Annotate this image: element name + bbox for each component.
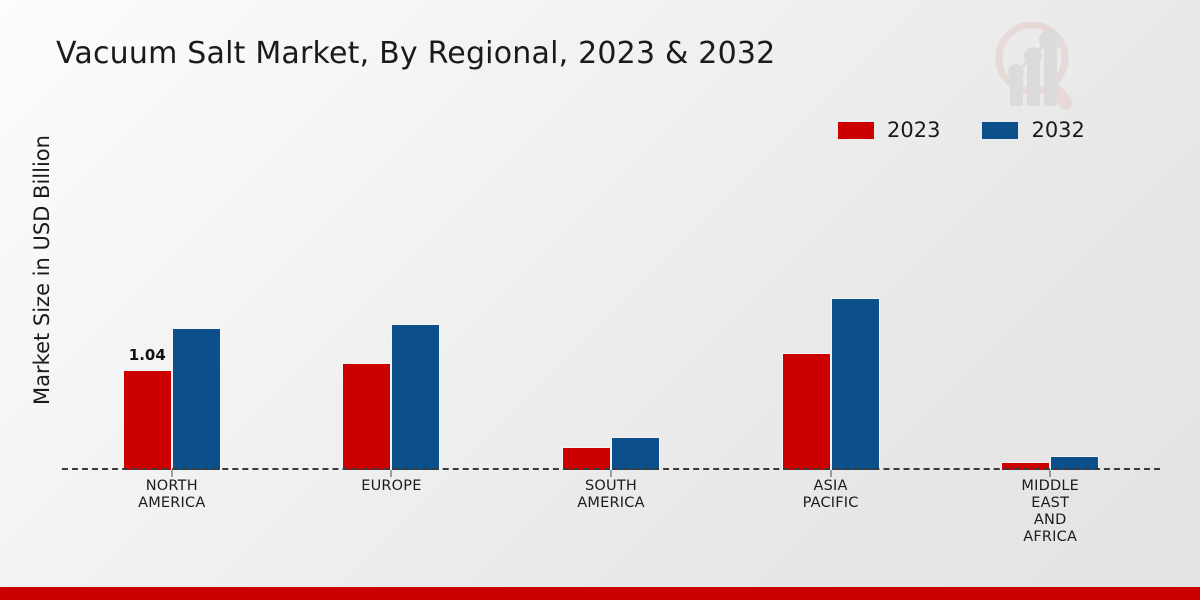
bar-2023[interactable] [342, 363, 392, 470]
chart-legend: 2023 2032 [838, 120, 1085, 141]
bar-2023[interactable] [1001, 462, 1051, 470]
category-label-line: EUROPE [361, 478, 422, 494]
axis-tick [171, 470, 173, 477]
bar-group [62, 150, 282, 477]
y-axis-title: Market Size in USD Billion [30, 135, 54, 405]
bar-2032[interactable] [1050, 456, 1100, 470]
legend-swatch-2023 [838, 122, 874, 139]
x-axis-category-label: MIDDLE EAST AND AFRICA [940, 478, 1160, 546]
bar-2023[interactable] [562, 447, 611, 470]
bar-group [501, 150, 721, 477]
axis-tick [610, 470, 612, 477]
bar-group [281, 150, 501, 477]
plot-area [62, 150, 1160, 477]
bar-2023[interactable] [122, 370, 172, 470]
legend-label-2023: 2023 [887, 118, 941, 142]
legend-swatch-2032 [982, 122, 1019, 139]
bar-2032[interactable] [611, 437, 660, 470]
axis-tick [1049, 470, 1051, 477]
bar-2032[interactable] [830, 298, 880, 470]
category-label-line: MIDDLE [1021, 478, 1079, 494]
legend-item-2032[interactable]: 2032 [982, 118, 1085, 142]
bar-group [940, 150, 1160, 477]
category-label-line: NORTH [145, 478, 198, 494]
category-label-line: EAST [1031, 495, 1070, 511]
x-axis-category-label: ASIA PACIFIC [721, 478, 941, 512]
bar-value-label: 1.04 [128, 346, 166, 364]
bar-group [721, 150, 941, 477]
x-axis-category-label: NORTH AMERICA [62, 478, 282, 512]
bar-2023[interactable] [781, 353, 831, 470]
category-label-line: AND [1033, 512, 1067, 528]
bar-2032[interactable] [391, 324, 441, 470]
x-axis-baseline [62, 468, 1160, 470]
legend-label-2032: 2032 [1031, 118, 1085, 142]
legend-item-2023[interactable]: 2023 [838, 120, 940, 141]
footer-accent-bar [0, 587, 1200, 600]
page-title: Vacuum Salt Market, By Regional, 2023 & … [56, 36, 776, 71]
category-label-line: AFRICA [1023, 529, 1078, 545]
category-label-line: ASIA [813, 478, 848, 494]
axis-tick [830, 470, 832, 477]
watermark-logo-icon [980, 12, 1090, 117]
axis-tick [390, 470, 392, 477]
category-label-line: SOUTH [585, 478, 637, 494]
category-label-line: AMERICA [577, 495, 645, 511]
bar-2032[interactable] [171, 328, 221, 470]
x-axis-category-label: EUROPE [281, 478, 501, 495]
category-label-line: PACIFIC [802, 495, 859, 511]
category-label-line: AMERICA [138, 495, 206, 511]
x-axis-category-label: SOUTH AMERICA [501, 478, 721, 512]
